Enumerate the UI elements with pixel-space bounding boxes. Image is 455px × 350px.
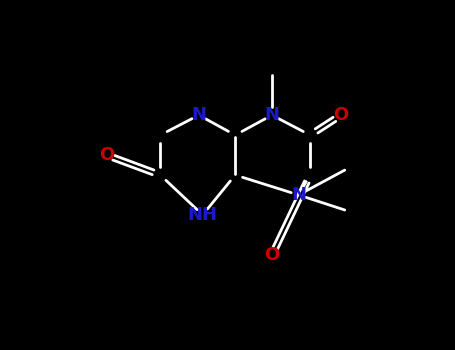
Text: N: N xyxy=(264,106,279,124)
Text: NH: NH xyxy=(187,206,217,224)
Text: O: O xyxy=(264,246,279,264)
Text: N: N xyxy=(191,106,206,124)
Text: O: O xyxy=(333,106,349,124)
Text: N: N xyxy=(291,186,306,204)
Text: O: O xyxy=(99,146,114,164)
